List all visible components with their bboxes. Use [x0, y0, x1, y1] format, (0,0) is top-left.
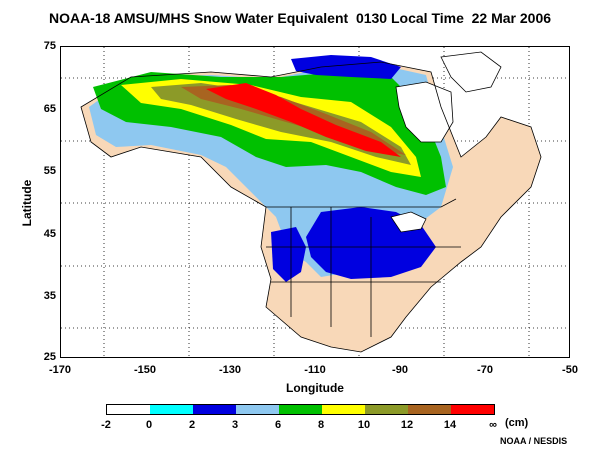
x-tick-label: -170: [48, 364, 72, 376]
y-tick-label: 45: [43, 228, 56, 240]
political-borders: [80, 61, 542, 353]
y-tick-label: 35: [43, 290, 56, 302]
legend-colorbar: [106, 404, 495, 415]
credit-text: NOAA / NESDIS: [500, 436, 568, 446]
legend-label: -2: [101, 419, 111, 431]
great-lakes: [390, 211, 427, 233]
legend-label: 10: [357, 419, 371, 431]
y-tick-label: 55: [43, 165, 56, 177]
hudson-bay: [395, 81, 454, 143]
water-bodies: [390, 51, 502, 233]
snow-layer-olive: [151, 83, 411, 165]
legend-label: 14: [443, 419, 457, 431]
x-tick-label: -70: [477, 364, 493, 376]
x-tick-label: -50: [562, 364, 578, 376]
y-tick-label: 25: [43, 351, 56, 363]
map-plot-area: [60, 46, 570, 358]
legend-label: 12: [400, 419, 414, 431]
map-title: NOAA-18 AMSU/MHS Snow Water Equivalent 0…: [48, 10, 552, 26]
x-tick-label: -130: [218, 364, 242, 376]
legend-label: 6: [274, 419, 282, 431]
legend-unit: (cm): [505, 417, 529, 429]
legend-swatch: [279, 405, 322, 414]
x-axis-title: Longitude: [286, 381, 344, 395]
snow-layer-dark-blue-west: [271, 227, 306, 282]
x-tick-label: -110: [304, 364, 326, 376]
x-tick-label: -90: [392, 364, 408, 376]
legend-label: 2: [188, 419, 196, 431]
snow-layer-dark-blue-north: [291, 55, 401, 79]
legend-swatch: [107, 405, 150, 414]
snow-map-graphic: [61, 47, 569, 357]
y-tick-label: 75: [43, 40, 56, 52]
legend-label: 3: [231, 419, 239, 431]
legend-swatch: [408, 405, 451, 414]
baffin-region: [440, 51, 502, 93]
legend-label: 8: [317, 419, 325, 431]
legend-swatch: [365, 405, 408, 414]
x-tick-label: -150: [133, 364, 157, 376]
legend-swatch: [193, 405, 236, 414]
y-tick-label: 65: [43, 103, 56, 115]
legend-swatch: [150, 405, 193, 414]
legend-swatch: [322, 405, 365, 414]
legend-label: ∞: [489, 419, 497, 431]
snow-cover-layers: [89, 55, 453, 282]
legend-swatch: [236, 405, 279, 414]
legend-swatch: [451, 405, 494, 414]
snow-layer-red: [206, 83, 401, 157]
legend-label: 0: [145, 419, 153, 431]
y-axis-title: Latitude: [20, 179, 34, 227]
